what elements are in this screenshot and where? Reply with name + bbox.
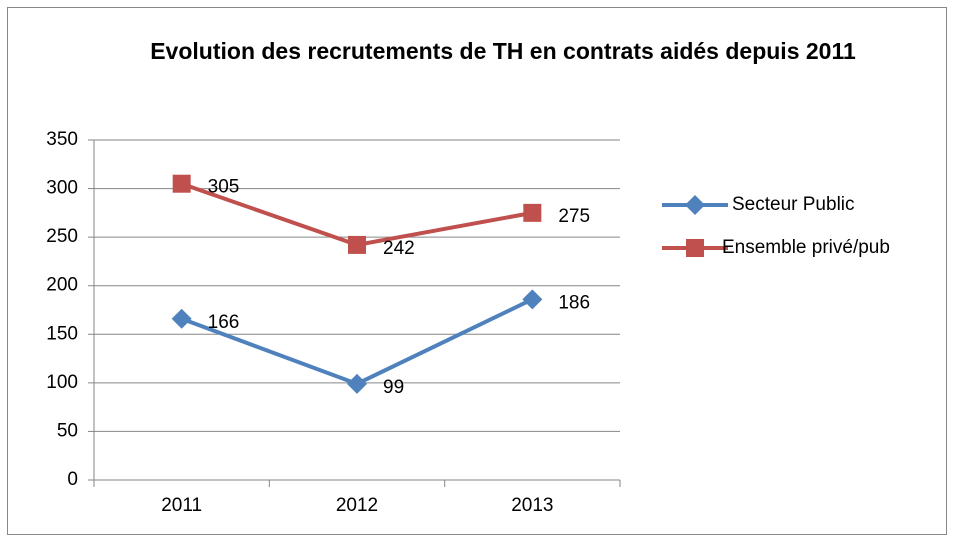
x-tick-label: 2013 — [511, 495, 553, 516]
marker — [347, 373, 367, 394]
marker — [685, 195, 705, 215]
y-tick-label: 150 — [46, 323, 78, 344]
marker — [686, 239, 704, 257]
data-label: 99 — [383, 377, 404, 398]
data-label: 166 — [208, 312, 240, 333]
marker — [172, 174, 191, 193]
marker — [171, 308, 192, 329]
y-tick-label: 100 — [46, 372, 78, 393]
y-tick-label: 0 — [67, 469, 78, 490]
y-tick-label: 250 — [46, 226, 78, 247]
chart-title: Evolution des recrutements de TH en cont… — [150, 38, 856, 64]
legend-label: Secteur Public — [732, 194, 855, 215]
y-tick-label: 50 — [57, 420, 78, 441]
marker — [523, 203, 542, 222]
marker — [348, 235, 366, 254]
chart-frame — [7, 7, 947, 535]
data-label: 242 — [383, 238, 415, 259]
x-tick-label: 2011 — [161, 495, 202, 516]
x-tick-label: 2012 — [336, 495, 378, 516]
legend-label: Ensemble privé/pub — [722, 237, 890, 258]
y-tick-label: 200 — [46, 275, 78, 296]
y-tick-label: 350 — [46, 129, 78, 150]
marker — [522, 289, 543, 310]
data-label: 186 — [558, 292, 590, 313]
data-label: 305 — [208, 177, 240, 198]
data-label: 275 — [558, 206, 590, 227]
y-tick-label: 300 — [46, 178, 78, 199]
